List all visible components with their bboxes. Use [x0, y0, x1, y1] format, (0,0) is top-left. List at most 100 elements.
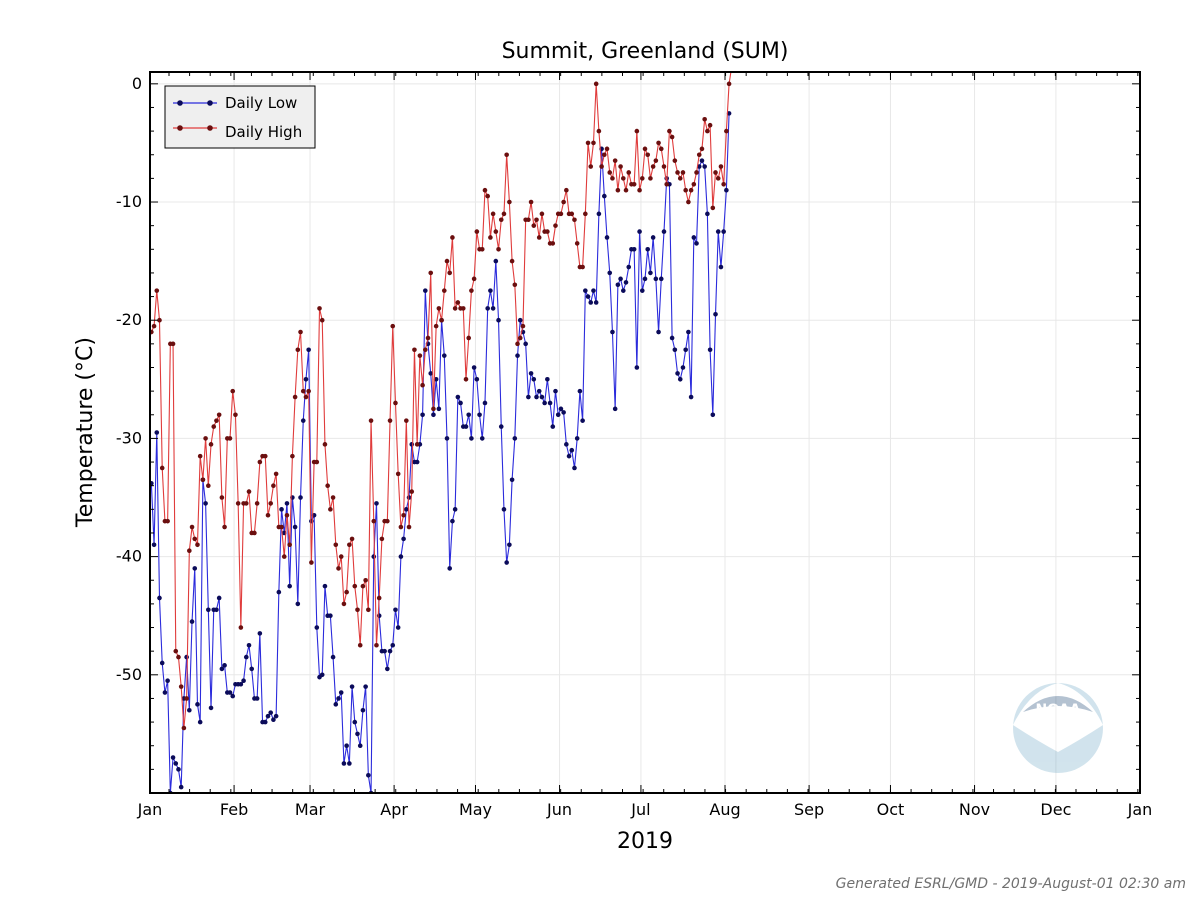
data-point-high [319, 317, 325, 323]
data-point-high [583, 211, 588, 217]
data-point-low [572, 465, 577, 471]
data-point-high [395, 471, 401, 477]
data-point-low [536, 388, 542, 394]
data-point-high [686, 199, 691, 205]
data-point-high [176, 654, 181, 660]
data-point-high [656, 140, 661, 146]
data-point-high [412, 347, 417, 353]
data-point-high [385, 518, 390, 524]
legend-marker-high [177, 125, 183, 131]
data-point-high [314, 459, 320, 465]
data-point-low [490, 306, 496, 311]
data-point-low [531, 377, 537, 382]
data-point-low [284, 501, 290, 506]
data-point-high [645, 152, 651, 158]
data-point-high [710, 205, 716, 211]
data-point-low [615, 282, 621, 288]
data-point-high [444, 258, 450, 264]
data-point-high [488, 235, 493, 240]
data-point-low [206, 607, 211, 613]
data-point-low [542, 400, 547, 406]
legend: Daily Low Daily High [164, 85, 316, 149]
data-point-low [398, 554, 404, 559]
data-point-high [626, 170, 632, 175]
data-point-low [539, 394, 545, 400]
data-point-low [249, 666, 255, 672]
data-point-high [417, 353, 423, 358]
legend-label-low: Daily Low [225, 94, 297, 112]
data-point-low [344, 743, 349, 749]
x-tick-label: Jan [137, 800, 163, 819]
data-point-low [347, 761, 352, 766]
data-point-high [683, 187, 688, 193]
data-point-low [349, 684, 355, 689]
data-point-high [344, 589, 349, 595]
data-point-high [195, 542, 200, 548]
data-point-low [637, 229, 642, 234]
data-point-high [235, 501, 241, 506]
data-point-high [642, 146, 648, 152]
data-point-high [675, 170, 680, 175]
data-point-low [395, 625, 401, 630]
data-point-high [178, 684, 184, 689]
data-point-high [159, 465, 165, 471]
data-point-high [474, 229, 480, 234]
data-point-high [292, 394, 298, 400]
data-point-high [333, 542, 339, 548]
data-point-high [203, 436, 208, 441]
data-point-high [357, 642, 363, 648]
data-point-low [680, 365, 686, 370]
data-point-high [290, 453, 295, 459]
data-point-low [607, 270, 613, 276]
data-point-low [569, 447, 575, 453]
data-point-high [268, 501, 274, 506]
data-point-high [490, 211, 496, 217]
data-point-low [583, 288, 588, 293]
data-point-low [184, 654, 189, 660]
data-point-low [498, 424, 504, 429]
data-point-high [493, 229, 499, 234]
data-point-high [637, 187, 642, 193]
data-point-high [222, 524, 227, 530]
data-point-low [550, 424, 556, 429]
data-point-high [243, 501, 249, 506]
data-point-high [466, 335, 472, 341]
data-point-high [287, 542, 292, 548]
data-point-low [672, 347, 678, 353]
data-point-low [420, 412, 425, 418]
data-point-high [664, 181, 669, 187]
data-point-low [639, 288, 645, 293]
data-point-low [414, 459, 420, 465]
data-point-high [398, 524, 404, 530]
data-point-low [718, 264, 724, 270]
data-point-high [406, 524, 412, 530]
data-point-high [569, 211, 575, 217]
data-point-low [195, 702, 200, 707]
data-point-high [447, 270, 453, 276]
data-point-low [610, 329, 615, 335]
data-point-high [341, 601, 347, 607]
data-point-high [691, 181, 697, 187]
data-point-low [431, 412, 436, 418]
data-point-low [694, 241, 699, 246]
data-point-high [393, 400, 398, 406]
data-point-low [564, 442, 569, 447]
data-point-low [528, 371, 534, 376]
data-point-high [300, 388, 306, 394]
x-tick-label: Jan [1127, 800, 1153, 819]
data-point-low [688, 394, 694, 400]
data-point-high [705, 128, 710, 134]
data-point-low [523, 341, 528, 347]
data-point-high [151, 323, 157, 329]
data-point-high [667, 128, 672, 134]
data-point-high [371, 518, 377, 524]
data-point-low [566, 453, 572, 459]
data-point-high [374, 642, 379, 648]
data-point-high [325, 483, 330, 488]
data-point-low [441, 353, 447, 358]
data-point-high [463, 377, 469, 382]
data-point-high [431, 406, 436, 412]
data-point-low [555, 412, 561, 418]
x-tick-label: Nov [959, 800, 990, 819]
data-point-low [404, 507, 409, 512]
